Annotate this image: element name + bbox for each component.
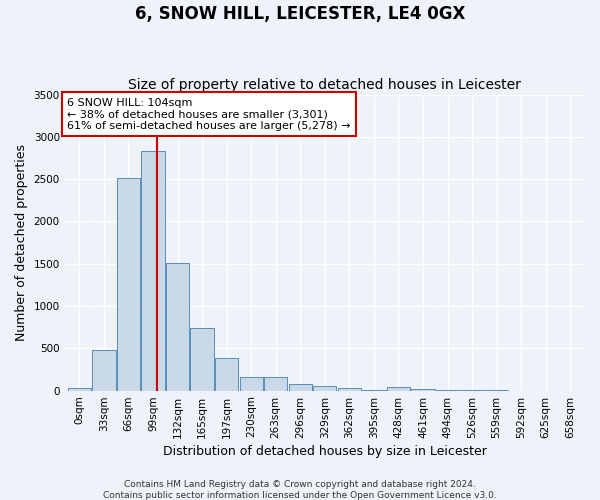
Bar bbox=[215, 358, 238, 390]
Text: 6 SNOW HILL: 104sqm
← 38% of detached houses are smaller (3,301)
61% of semi-det: 6 SNOW HILL: 104sqm ← 38% of detached ho… bbox=[67, 98, 351, 130]
Bar bbox=[190, 328, 214, 390]
Text: Contains HM Land Registry data © Crown copyright and database right 2024.
Contai: Contains HM Land Registry data © Crown c… bbox=[103, 480, 497, 500]
Bar bbox=[239, 378, 263, 390]
Bar bbox=[92, 350, 116, 391]
Y-axis label: Number of detached properties: Number of detached properties bbox=[15, 144, 28, 341]
Title: Size of property relative to detached houses in Leicester: Size of property relative to detached ho… bbox=[128, 78, 521, 92]
Bar bbox=[166, 263, 189, 390]
Bar bbox=[264, 378, 287, 390]
Bar bbox=[313, 386, 337, 390]
Bar bbox=[68, 388, 91, 390]
Bar bbox=[387, 387, 410, 390]
Bar bbox=[117, 178, 140, 390]
X-axis label: Distribution of detached houses by size in Leicester: Distribution of detached houses by size … bbox=[163, 444, 487, 458]
Bar bbox=[142, 151, 164, 390]
Bar bbox=[338, 388, 361, 390]
Text: 6, SNOW HILL, LEICESTER, LE4 0GX: 6, SNOW HILL, LEICESTER, LE4 0GX bbox=[135, 5, 465, 23]
Bar bbox=[289, 384, 312, 390]
